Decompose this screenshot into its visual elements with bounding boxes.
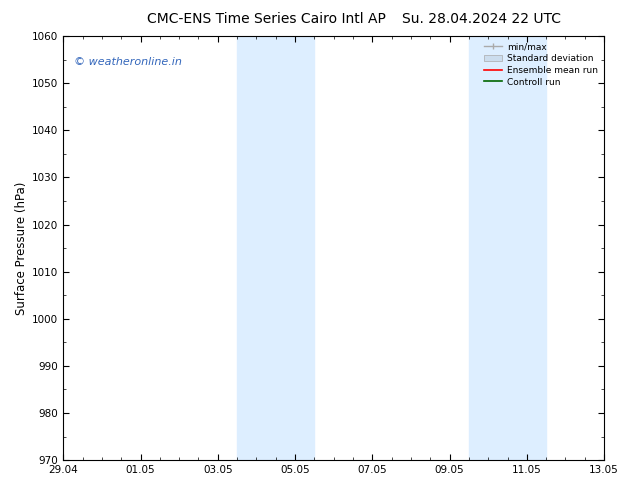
Text: © weatheronline.in: © weatheronline.in [74, 57, 182, 67]
Y-axis label: Surface Pressure (hPa): Surface Pressure (hPa) [15, 181, 28, 315]
Bar [237, 36, 314, 460]
Text: Su. 28.04.2024 22 UTC: Su. 28.04.2024 22 UTC [403, 12, 561, 26]
Bar [469, 36, 546, 460]
Legend: min/max, Standard deviation, Ensemble mean run, Controll run: min/max, Standard deviation, Ensemble me… [482, 41, 600, 88]
Text: CMC-ENS Time Series Cairo Intl AP: CMC-ENS Time Series Cairo Intl AP [147, 12, 385, 26]
